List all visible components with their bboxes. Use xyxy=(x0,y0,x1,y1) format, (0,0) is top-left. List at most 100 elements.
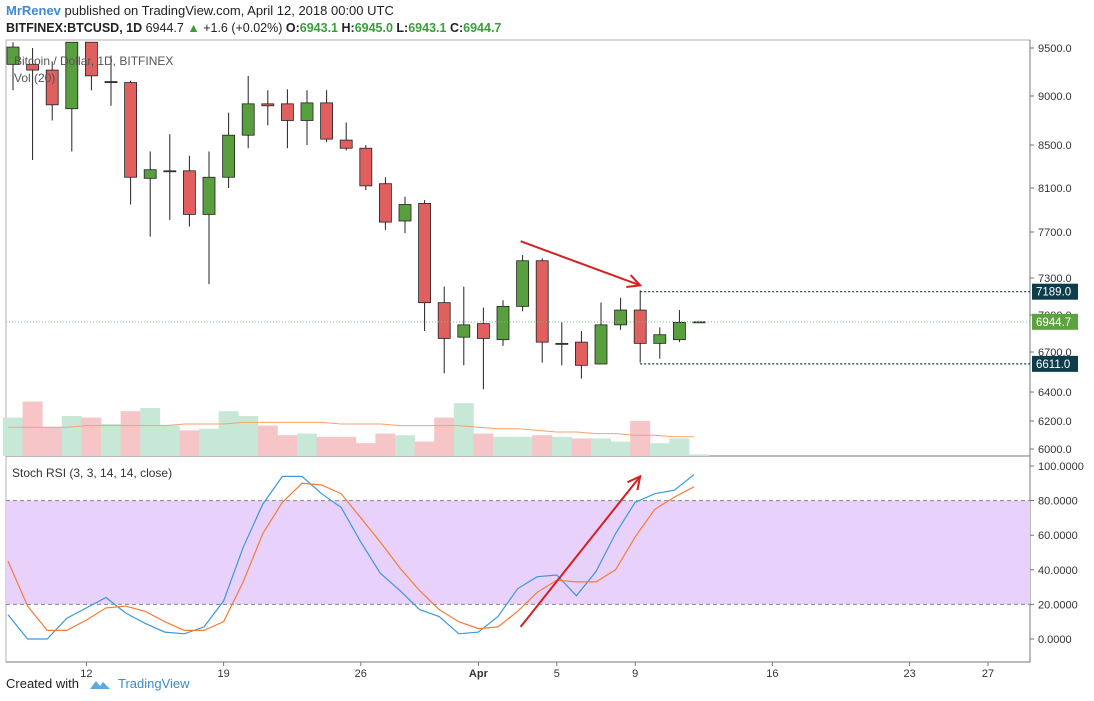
ohlc-header: BITFINEX:BTCUSD, 1D 6944.7 ▲ +1.6 (+0.02… xyxy=(6,21,501,35)
price-tick-label: 9500.0 xyxy=(1038,43,1072,55)
footer: Created with TradingView xyxy=(6,676,190,691)
volume-bar xyxy=(316,436,337,456)
time-tick-label: 12 xyxy=(80,668,92,680)
candle-body xyxy=(535,260,549,343)
candle-body xyxy=(104,81,118,83)
price-label-box xyxy=(1032,313,1078,330)
volume-bar xyxy=(610,441,631,456)
candle-body xyxy=(26,63,40,71)
volume-bar xyxy=(551,436,572,456)
created-with-text: Created with xyxy=(6,676,79,691)
candle-body xyxy=(476,323,490,339)
volume-bar xyxy=(532,435,553,456)
candle-body xyxy=(378,183,392,223)
volume-bar xyxy=(3,417,23,456)
rsi-arrow-line xyxy=(519,475,641,628)
tradingview-link[interactable]: TradingView xyxy=(118,676,190,691)
candle-body xyxy=(516,260,529,307)
candle-body xyxy=(673,321,686,341)
candle-body xyxy=(85,41,98,77)
volume-label: Vol (20) xyxy=(14,71,55,85)
candle-body xyxy=(614,309,627,326)
annotations xyxy=(6,240,1030,628)
candle-body xyxy=(633,309,647,344)
candle-body xyxy=(339,139,353,149)
time-tick-label: 9 xyxy=(632,668,638,680)
price-pane-title: Bitcoin / Dollar, 1D, BITFINEX xyxy=(14,54,173,68)
candle-body xyxy=(398,204,412,222)
volume-bar xyxy=(375,433,396,456)
price-tick-label: 9000.0 xyxy=(1038,91,1072,103)
price-arrow-head xyxy=(626,274,643,289)
candle-body xyxy=(300,102,314,121)
time-tick-label: 23 xyxy=(903,668,915,680)
price-arrow-line xyxy=(520,240,641,287)
candlesticks xyxy=(6,41,706,390)
volume-bar xyxy=(453,403,474,456)
volume-bar xyxy=(591,438,611,456)
candle-body xyxy=(594,324,608,365)
volume-bar xyxy=(199,428,219,456)
price-label-box xyxy=(1032,283,1078,300)
volume-bar xyxy=(355,443,376,456)
volume-bar xyxy=(414,441,435,456)
rsi-tick-label: 60.0000 xyxy=(1038,530,1078,542)
volume-bar xyxy=(689,454,709,456)
candle-body xyxy=(437,302,451,339)
candle-body xyxy=(261,103,275,107)
time-tick-label: 26 xyxy=(355,668,367,680)
volume-bar xyxy=(179,430,200,456)
candle-body xyxy=(143,169,157,179)
rsi-tick-label: 20.0000 xyxy=(1038,599,1078,611)
rsi-band xyxy=(6,500,1030,605)
candle-body xyxy=(320,102,334,140)
rsi-tick-label: 0.0000 xyxy=(1038,634,1072,646)
time-tick-label: 16 xyxy=(766,668,778,680)
price-tick-label: 8500.0 xyxy=(1038,140,1072,152)
volume-bar xyxy=(493,436,513,456)
candle-body xyxy=(163,170,177,173)
candle-body xyxy=(6,46,20,65)
volume-bar xyxy=(649,443,670,456)
volume-bar xyxy=(473,433,494,456)
price-label-text: 6944.7 xyxy=(1036,317,1071,329)
candle-body xyxy=(65,41,79,110)
stoch-rsi-pane xyxy=(6,474,1030,640)
published-text: published on TradingView.com, April 12, … xyxy=(64,3,394,18)
low-value: 6943.1 xyxy=(408,21,447,35)
candle-body xyxy=(124,82,137,178)
price-tick-label: 6200.0 xyxy=(1038,416,1072,428)
tradingview-logo-icon xyxy=(89,680,110,689)
stoch-rsi-title: Stoch RSI (3, 3, 14, 14, close) xyxy=(12,466,172,480)
author-name[interactable]: MrRenev xyxy=(6,3,61,18)
volume-bar xyxy=(61,416,82,456)
time-tick-label: Apr xyxy=(469,668,489,680)
rsi-line-d xyxy=(7,482,695,631)
candle-body xyxy=(653,334,667,344)
volume-bar xyxy=(159,425,180,456)
candle-body xyxy=(555,342,569,345)
volume-bar xyxy=(630,420,651,456)
candle-body xyxy=(202,176,216,215)
price-label-box xyxy=(1032,355,1078,372)
volume-bar xyxy=(42,427,63,456)
volume-bar xyxy=(434,417,455,456)
last-price: 6944.7 xyxy=(145,21,184,35)
change-arrow-icon: ▲ xyxy=(187,21,200,35)
candle-body xyxy=(182,170,196,215)
candle-body xyxy=(457,324,471,338)
volume-bars xyxy=(3,401,709,456)
volume-bar xyxy=(81,417,102,456)
volume-ma-line xyxy=(8,421,694,438)
price-label-text: 7189.0 xyxy=(1036,287,1071,299)
volume-bar xyxy=(140,408,161,456)
volume-bar xyxy=(22,401,43,456)
candle-body xyxy=(45,69,59,106)
volume-bar xyxy=(120,411,141,456)
rsi-tick-label: 100.0000 xyxy=(1038,461,1084,473)
close-value: 6944.7 xyxy=(463,21,502,35)
volume-bar xyxy=(238,416,259,456)
open-label: O: xyxy=(285,21,300,35)
price-tick-label: 8100.0 xyxy=(1038,183,1072,195)
